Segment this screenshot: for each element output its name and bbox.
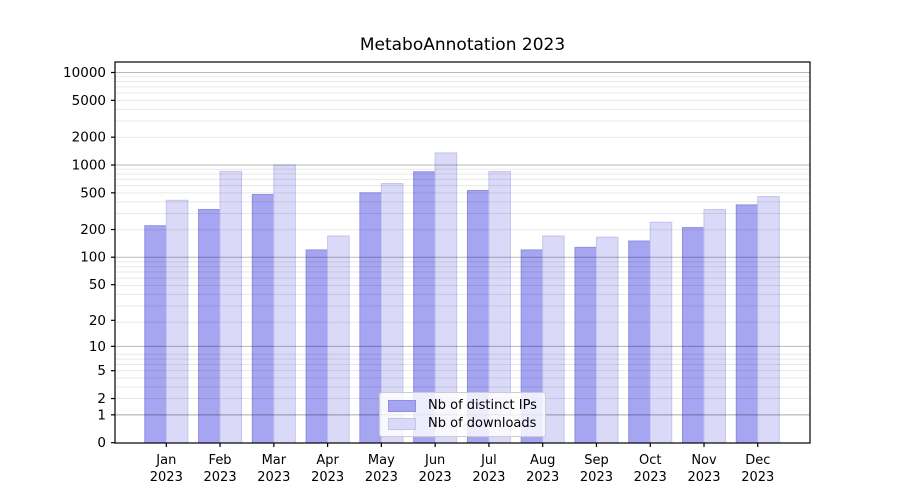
x-tick-label-year: 2023 (311, 470, 344, 485)
x-tick-label-month: Sep (584, 453, 609, 468)
legend-item-downloads: Nb of downloads (388, 416, 537, 431)
x-tick-label-year: 2023 (419, 470, 452, 485)
y-tick-label: 100 (80, 250, 106, 266)
x-tick-label-year: 2023 (741, 470, 774, 485)
x-tick-label-year: 2023 (687, 470, 720, 485)
legend-label-distinct-ips: Nb of distinct IPs (428, 398, 537, 413)
x-tick-label-year: 2023 (472, 470, 505, 485)
x-tick-label-month: Apr (316, 453, 339, 468)
y-tick-label: 2 (97, 391, 106, 407)
x-tick-label-year: 2023 (365, 470, 398, 485)
legend-swatch-downloads (388, 417, 416, 430)
bar-feb-ips (198, 208, 221, 444)
y-tick-label: 1 (97, 407, 106, 423)
bar-jan-downloads (165, 199, 189, 444)
legend-item-distinct-ips: Nb of distinct IPs (388, 398, 537, 413)
x-tick-label-year: 2023 (204, 470, 237, 485)
bar-nov-ips (682, 227, 705, 444)
y-tick-label: 2000 (72, 130, 106, 146)
legend-label-downloads: Nb of downloads (428, 416, 537, 431)
x-tick-label-year: 2023 (580, 470, 613, 485)
bar-nov-downloads (703, 208, 726, 444)
x-tick-label-month: Aug (530, 453, 555, 468)
y-tick-label: 5 (97, 363, 106, 379)
y-tick-label: 10 (89, 339, 106, 355)
x-tick-label-month: Dec (745, 453, 770, 468)
y-tick-label: 5000 (72, 93, 106, 109)
bar-mar-downloads (273, 164, 296, 444)
bar-mar-ips (251, 193, 275, 444)
x-tick-label-year: 2023 (634, 470, 667, 485)
x-tick-label-month: Jun (424, 453, 445, 468)
chart-title: MetaboAnnotation 2023 (359, 35, 566, 55)
x-tick-label-year: 2023 (150, 470, 183, 485)
y-tick-label: 1000 (72, 158, 106, 174)
bar-apr-downloads (327, 235, 350, 444)
bar-sep-ips (574, 246, 597, 444)
y-tick-label: 0 (97, 435, 106, 451)
x-tick-label-month: Oct (639, 453, 661, 468)
x-tick-label-month: Mar (262, 453, 287, 468)
x-tick-label-month: Jul (480, 453, 497, 468)
x-tick-label-month: Jan (155, 453, 176, 468)
bar-oct-ips (628, 240, 651, 444)
x-tick-label-year: 2023 (257, 470, 290, 485)
bar-jan-ips (144, 225, 167, 444)
y-tick-label: 10000 (63, 65, 106, 81)
legend-swatch-distinct-ips (388, 399, 416, 412)
legend: Nb of distinct IPs Nb of downloads (379, 392, 546, 437)
y-tick-label: 500 (80, 185, 106, 201)
bar-oct-downloads (649, 221, 673, 444)
axes-box (114, 61, 811, 444)
x-tick-label-month: Nov (691, 453, 717, 468)
x-tick-label-year: 2023 (526, 470, 559, 485)
bar-feb-downloads (219, 170, 243, 444)
x-tick-label-month: May (368, 453, 395, 468)
bar-sep-downloads (595, 236, 619, 444)
x-tick-label-month: Feb (209, 453, 232, 468)
y-tick-label: 50 (89, 277, 106, 293)
y-tick-label: 20 (89, 313, 106, 329)
bar-dec-downloads (757, 196, 780, 444)
y-tick-label: 200 (80, 222, 106, 238)
bar-dec-ips (735, 204, 759, 444)
